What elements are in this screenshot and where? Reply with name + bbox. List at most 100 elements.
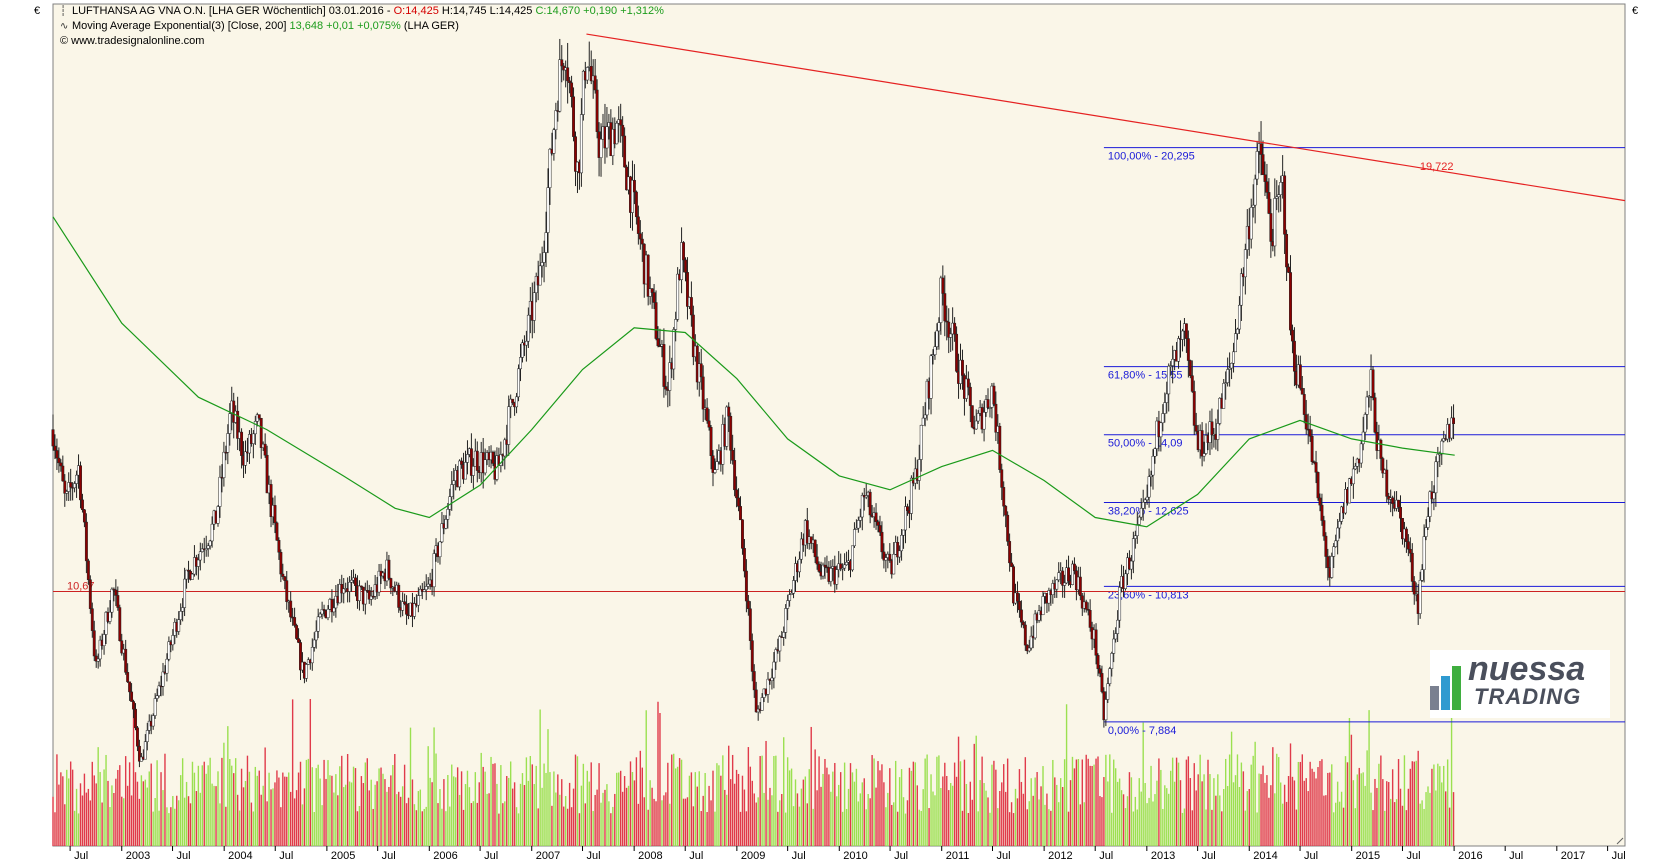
candle-body bbox=[1347, 478, 1351, 504]
candle-body bbox=[316, 616, 320, 632]
nuessa-trading-logo: nuessa TRADING bbox=[1430, 650, 1610, 718]
candle-body bbox=[277, 540, 281, 553]
candle-body bbox=[815, 556, 819, 565]
candle-body bbox=[589, 66, 593, 82]
candle-body bbox=[61, 465, 65, 482]
candle-body bbox=[947, 321, 951, 338]
candle-body bbox=[1300, 387, 1304, 395]
candle-body bbox=[841, 567, 845, 570]
candle-body bbox=[136, 727, 139, 747]
x-tick-label: Jul bbox=[279, 850, 293, 862]
candle-body bbox=[1312, 461, 1316, 463]
ema-row[interactable]: ∿ Moving Average Exponential(3) [Close, 2… bbox=[60, 19, 664, 34]
candle-body bbox=[817, 563, 821, 572]
wave-icon: ∿ bbox=[60, 21, 69, 32]
volume-bars bbox=[52, 699, 1455, 846]
candle-body bbox=[585, 67, 589, 81]
candle-body bbox=[312, 639, 316, 648]
candle-body bbox=[684, 259, 687, 273]
candle-body bbox=[554, 110, 558, 131]
candle-body bbox=[1273, 198, 1277, 247]
candle-body bbox=[1190, 375, 1194, 392]
candle-body bbox=[110, 588, 114, 613]
candle-body bbox=[204, 548, 208, 551]
candle-body bbox=[943, 293, 947, 322]
candle-body bbox=[320, 609, 324, 615]
candle-body bbox=[662, 344, 666, 387]
candle-body bbox=[1021, 621, 1025, 626]
candle-body bbox=[792, 580, 795, 594]
candle-body bbox=[623, 135, 627, 168]
candle-body bbox=[880, 531, 884, 553]
candle-body bbox=[251, 433, 255, 444]
candle-body bbox=[1385, 469, 1389, 497]
candle-body bbox=[1302, 394, 1306, 415]
candle-body bbox=[937, 322, 941, 332]
candle-body bbox=[367, 590, 371, 600]
candle-body bbox=[1104, 699, 1108, 721]
candle-body bbox=[1169, 365, 1173, 367]
candle-body bbox=[1267, 192, 1271, 214]
candle-body bbox=[1188, 360, 1192, 376]
instrument-row[interactable]: ┆ LUFTHANSA AG VNA O.N. [LHA GER Wöchentl… bbox=[60, 4, 664, 19]
quote-close: C:14,670 +0,190 +1,312% bbox=[535, 5, 664, 17]
x-tick-label: 2016 bbox=[1458, 850, 1482, 862]
candle-body bbox=[517, 368, 520, 398]
candle-body bbox=[1145, 496, 1149, 501]
candle-body bbox=[566, 67, 570, 82]
candle-body bbox=[933, 346, 937, 355]
candle-body bbox=[1063, 582, 1067, 586]
candle-body bbox=[96, 658, 100, 662]
candle-body bbox=[469, 448, 473, 476]
candle-body bbox=[155, 695, 159, 699]
candle-body bbox=[53, 445, 57, 451]
candle-body bbox=[65, 491, 69, 494]
candle-body bbox=[322, 609, 326, 611]
candle-body bbox=[750, 640, 754, 672]
candle-body bbox=[116, 595, 120, 608]
fib-level-label: 61,80% - 15,55 bbox=[1108, 370, 1183, 382]
candle-body bbox=[206, 545, 210, 549]
plot-area[interactable] bbox=[52, 3, 1626, 847]
candle-body bbox=[1287, 266, 1290, 273]
candle-body bbox=[560, 59, 564, 67]
quote-high-low: H:14,745 L:14,425 bbox=[438, 5, 536, 17]
candle-body bbox=[1139, 507, 1143, 518]
candle-body bbox=[1218, 397, 1222, 424]
candle-body bbox=[843, 564, 847, 569]
candle-body bbox=[1279, 182, 1283, 195]
candle-body bbox=[84, 521, 88, 562]
fib-level-label: 100,00% - 20,295 bbox=[1108, 151, 1195, 163]
x-tick-label: 2010 bbox=[843, 850, 867, 862]
candle-body bbox=[265, 454, 269, 494]
candle-body bbox=[664, 386, 668, 390]
candle-body bbox=[941, 277, 945, 294]
candle-body bbox=[906, 506, 909, 511]
candle-body bbox=[1259, 143, 1263, 155]
candle-body bbox=[475, 450, 479, 471]
candle-body bbox=[1426, 516, 1430, 528]
x-tick-label: Jul bbox=[792, 850, 806, 862]
candle-body bbox=[143, 741, 147, 760]
resize-grip-icon[interactable] bbox=[1616, 837, 1624, 845]
candle-body bbox=[86, 560, 90, 580]
candle-body bbox=[1204, 435, 1208, 454]
candle-body bbox=[460, 460, 464, 465]
candle-body bbox=[619, 119, 623, 126]
candle-body bbox=[389, 578, 393, 589]
candle-body bbox=[405, 603, 409, 615]
candle-body bbox=[1359, 443, 1363, 464]
candle-body bbox=[974, 420, 978, 430]
candle-body bbox=[519, 357, 522, 370]
candle-body bbox=[1371, 369, 1375, 398]
candle-body bbox=[882, 551, 886, 561]
candle-body bbox=[359, 585, 363, 588]
candle-body bbox=[568, 80, 572, 84]
x-tick-label: Jul bbox=[996, 850, 1010, 862]
candle-body bbox=[1336, 527, 1340, 542]
candle-body bbox=[1234, 333, 1237, 353]
candle-body bbox=[929, 355, 933, 399]
candle-body bbox=[118, 607, 122, 641]
candle-body bbox=[1330, 556, 1334, 578]
